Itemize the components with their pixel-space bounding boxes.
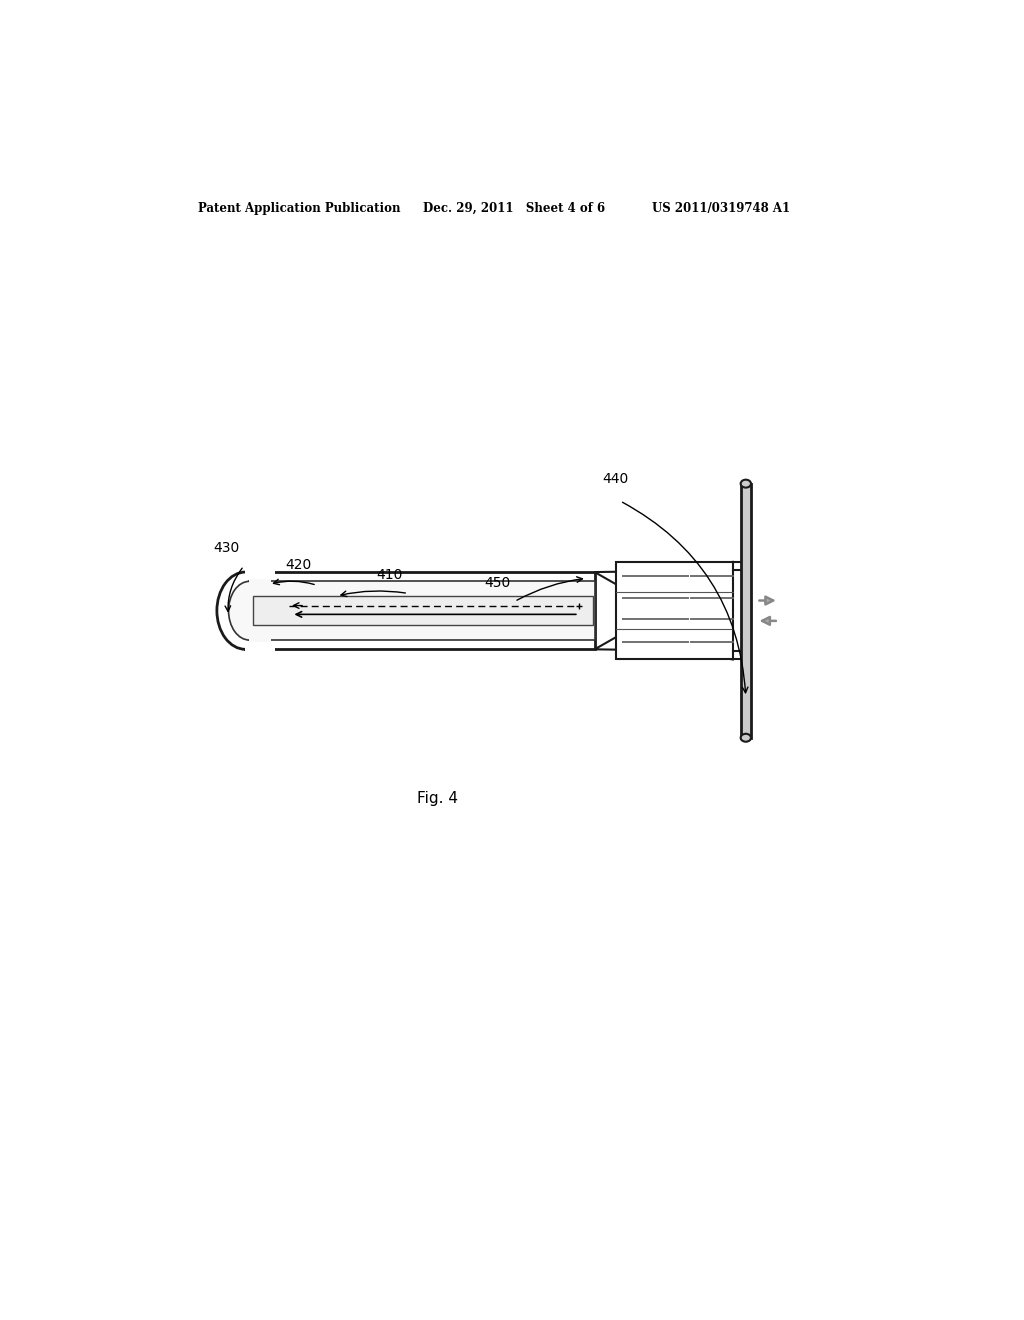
Ellipse shape [740,479,751,487]
Text: Fig. 4: Fig. 4 [417,791,458,807]
Text: Patent Application Publication: Patent Application Publication [198,202,400,215]
Bar [246,572,595,649]
Bar [250,579,270,642]
Bar [616,562,733,660]
Ellipse shape [217,572,274,649]
Text: US 2011/0319748 A1: US 2011/0319748 A1 [652,202,790,215]
Text: 450: 450 [484,577,511,590]
Text: 420: 420 [285,558,311,572]
Bar [253,597,593,626]
Text: 410: 410 [377,568,402,582]
Bar [246,570,274,651]
Text: Dec. 29, 2011   Sheet 4 of 6: Dec. 29, 2011 Sheet 4 of 6 [423,202,605,215]
Ellipse shape [228,581,270,640]
Polygon shape [595,562,733,585]
Bar [250,581,595,640]
Bar [740,483,751,738]
Text: 440: 440 [602,471,629,486]
Text: 430: 430 [214,541,240,554]
Polygon shape [595,638,733,660]
Ellipse shape [740,734,751,742]
